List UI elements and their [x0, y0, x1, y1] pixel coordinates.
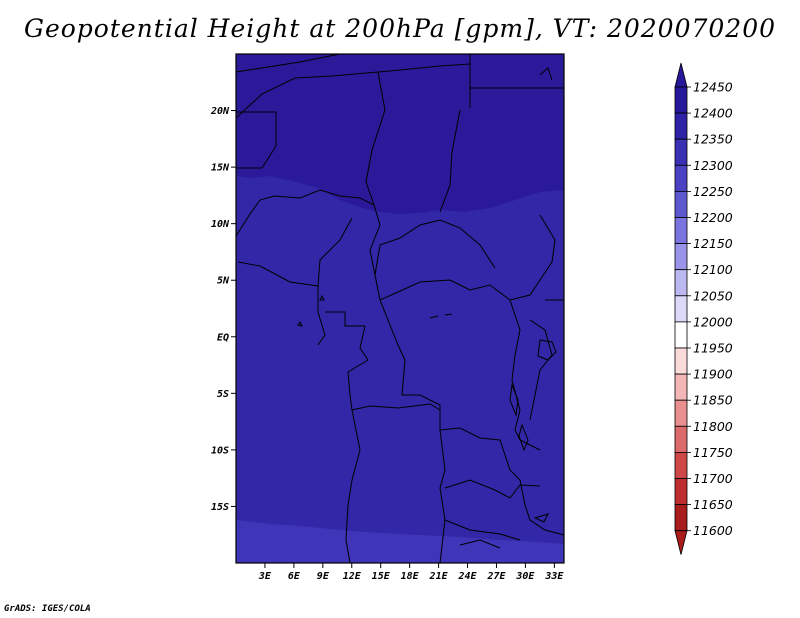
- map-frame: [235, 53, 565, 564]
- colorbar-label: 11700: [693, 471, 733, 486]
- lon-tick-label: 33E: [544, 571, 564, 582]
- colorbar-label: 12200: [693, 210, 733, 225]
- lat-tick-label: EQ: [217, 332, 229, 343]
- colorbar-label: 12400: [693, 106, 733, 121]
- colorbar-label: 11600: [693, 523, 733, 538]
- colorbar-swatch: [674, 295, 688, 323]
- lat-tick-label: 5S: [217, 389, 229, 400]
- lat-tick-label: 10S: [211, 445, 229, 456]
- colorbar-swatch: [674, 269, 688, 297]
- lat-tick-label: 20N: [210, 106, 230, 117]
- colorbar-swatch: [674, 190, 688, 218]
- colorbar-label: 11950: [693, 341, 733, 356]
- colorbar-swatch: [674, 138, 688, 166]
- grads-credit: GrADS: IGES/COLA: [4, 604, 91, 614]
- colorbar-label: 12250: [693, 184, 733, 199]
- lat-tick-label: 15N: [211, 163, 230, 174]
- lon-tick-label: 27E: [486, 571, 506, 582]
- colorbar-label: 11900: [693, 367, 733, 382]
- lon-tick-label: 12E: [343, 571, 362, 582]
- longitude-axis: 3E 6E 9E 12E 15E 18E 21E 24E 27E 30E 33E: [258, 563, 564, 582]
- colorbar-swatch: [674, 373, 688, 401]
- map-area: [235, 53, 565, 564]
- colorbar-label: 12050: [693, 288, 733, 303]
- colorbar-swatch: [674, 243, 688, 271]
- colorbar-swatch: [674, 425, 688, 453]
- lat-tick-label: 10N: [211, 219, 230, 230]
- colorbar-label: 12350: [693, 132, 733, 147]
- lon-tick-label: 21E: [429, 571, 449, 582]
- lon-tick-label: 3E: [258, 571, 272, 582]
- lon-tick-label: 18E: [401, 571, 420, 582]
- colorbar-label: 12450: [693, 80, 733, 95]
- lon-tick-label: 30E: [515, 571, 535, 582]
- colorbar-swatch: [674, 504, 688, 532]
- colorbar-label: 11650: [693, 497, 733, 512]
- colorbar-swatch: [674, 478, 688, 506]
- colorbar-top-arrow: [674, 62, 688, 88]
- colorbar-swatch: [674, 399, 688, 427]
- colorbar: 12450 12400 12350 12300 12250 12200 12150 12100…: [674, 62, 733, 555]
- latitude-axis: 20N 15N 10N 5N EQ 5S 10S 15S: [210, 106, 236, 513]
- height-band-12350-12400: [236, 176, 564, 563]
- height-band-12300-12350: [236, 520, 564, 563]
- map-title: Geopotential Height at 200hPa [gpm], VT:…: [23, 14, 777, 43]
- colorbar-label: 12150: [693, 236, 733, 251]
- lon-tick-label: 15E: [372, 571, 391, 582]
- colorbar-label: 12100: [693, 262, 733, 277]
- lon-tick-label: 24E: [457, 571, 477, 582]
- lat-tick-label: 15S: [211, 502, 229, 513]
- lon-tick-label: 6E: [288, 571, 301, 582]
- colorbar-bottom-arrow: [674, 530, 688, 555]
- colorbar-label: 12300: [693, 158, 733, 173]
- colorbar-label: 12000: [693, 314, 733, 329]
- colorbar-label: 11850: [693, 393, 733, 408]
- colorbar-swatch: [674, 347, 688, 375]
- colorbar-label: 11800: [693, 419, 733, 434]
- colorbar-swatch: [674, 112, 688, 140]
- colorbar-swatch: [674, 164, 688, 192]
- colorbar-label: 11750: [693, 445, 733, 460]
- colorbar-swatch: [674, 217, 688, 245]
- colorbar-swatch: [674, 86, 688, 114]
- colorbar-swatch: [674, 451, 688, 479]
- lon-tick-label: 9E: [317, 571, 330, 582]
- lat-tick-label: 5N: [217, 276, 230, 287]
- lakes-and-islands: [297, 67, 557, 523]
- colorbar-swatch: [674, 321, 688, 349]
